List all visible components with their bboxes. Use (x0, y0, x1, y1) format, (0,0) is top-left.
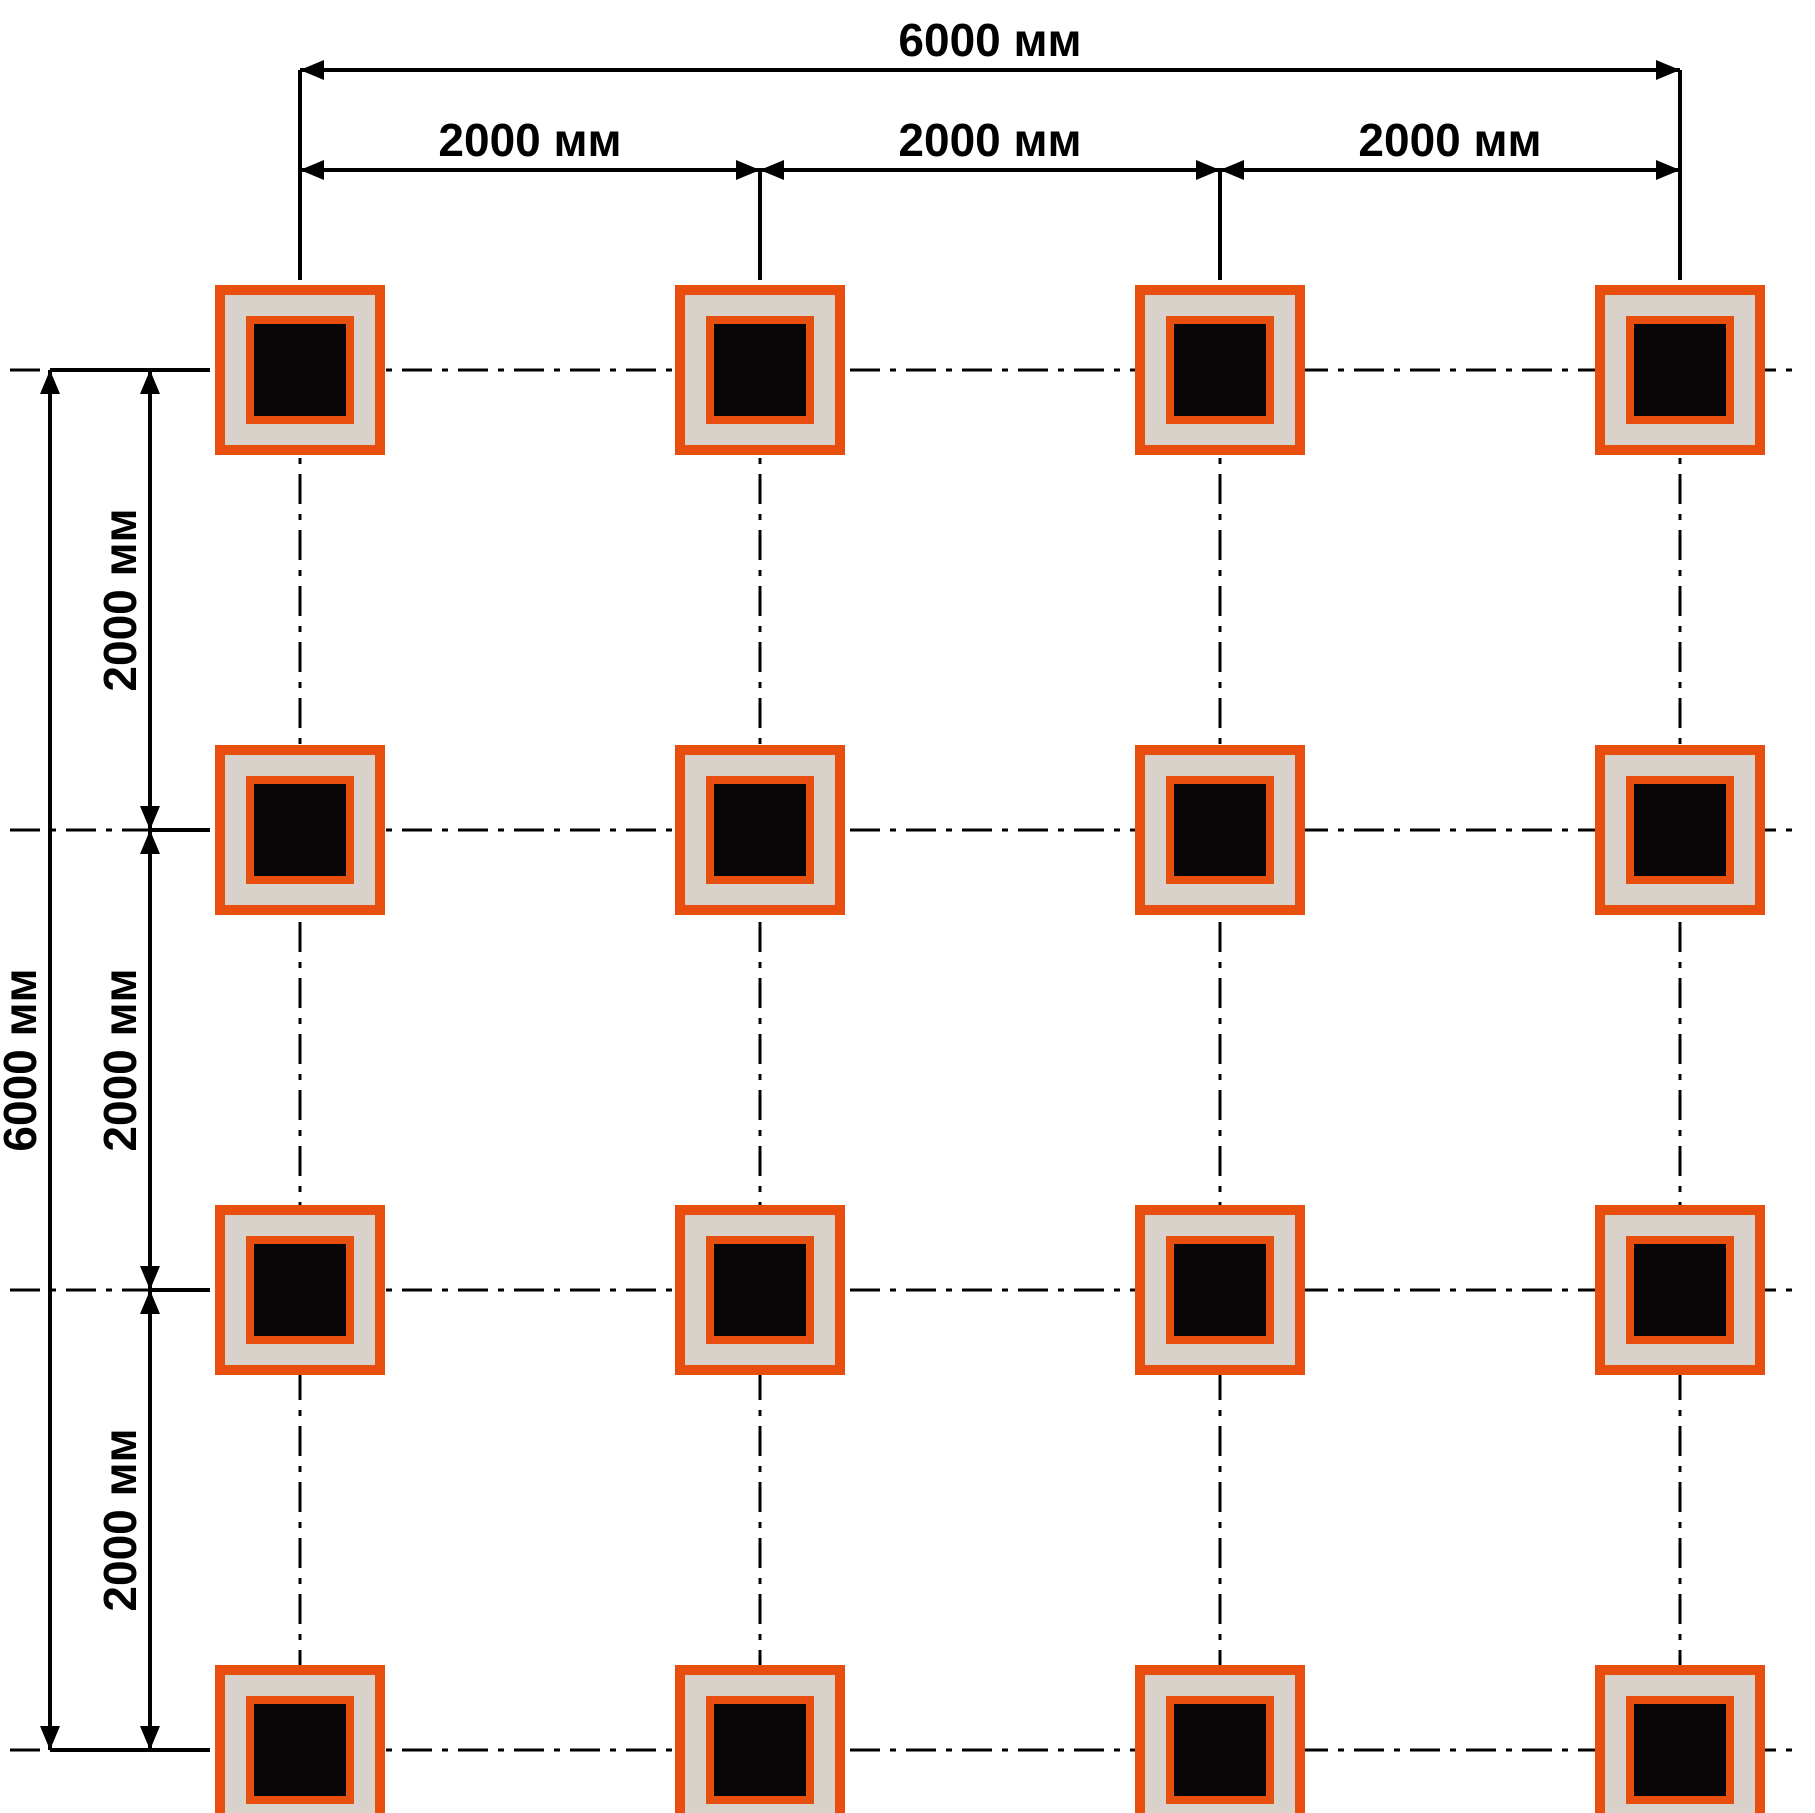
grid-plan-diagram: 6000 мм 2000 мм 2000 мм 2000 мм 6000 мм 2000 … (0, 0, 1815, 1813)
column-symbol (220, 1210, 380, 1370)
dimension-label: 2000 мм (898, 114, 1081, 166)
column-symbol (680, 750, 840, 910)
dimension-label: 2000 мм (1358, 114, 1541, 166)
dimension-label: 6000 мм (0, 968, 46, 1151)
dimension-label: 2000 мм (438, 114, 621, 166)
column-symbol (220, 750, 380, 910)
column-symbol (1140, 290, 1300, 450)
column-symbol (1600, 1210, 1760, 1370)
column-symbol (680, 1670, 840, 1813)
column-symbol (680, 290, 840, 450)
dimension-label: 2000 мм (94, 1428, 146, 1611)
column-symbol (1600, 1670, 1760, 1813)
dimension-label: 2000 мм (94, 508, 146, 691)
column-symbol (1140, 1210, 1300, 1370)
column-symbol (1600, 750, 1760, 910)
column-symbol (1140, 1670, 1300, 1813)
column-symbol (220, 290, 380, 450)
column-symbol (680, 1210, 840, 1370)
dimension-label: 6000 мм (898, 14, 1081, 66)
dimension-label: 2000 мм (94, 968, 146, 1151)
column-symbol (1600, 290, 1760, 450)
column-symbol (220, 1670, 380, 1813)
column-symbol (1140, 750, 1300, 910)
